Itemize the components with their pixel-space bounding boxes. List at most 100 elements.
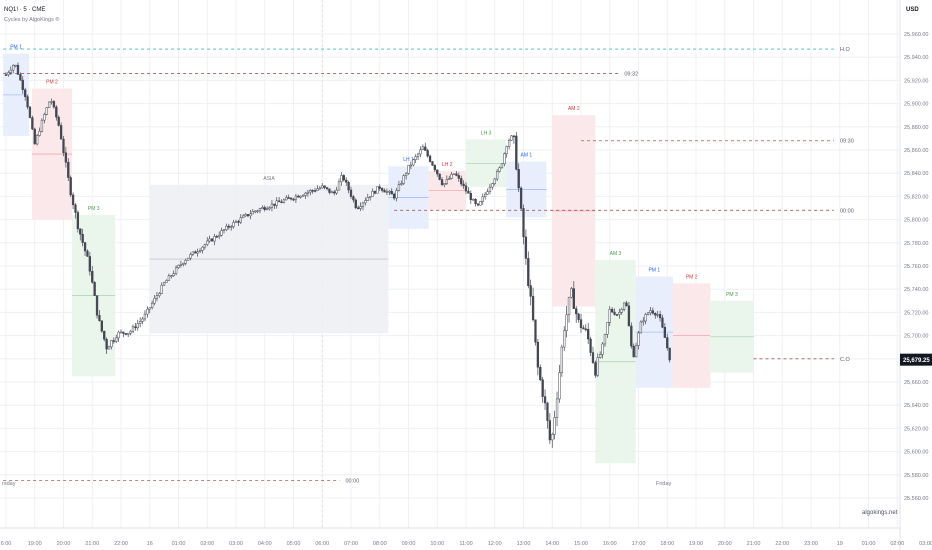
candle-body	[69, 177, 72, 196]
session-label: PM 3	[726, 292, 738, 298]
candle-body	[21, 79, 24, 90]
y-tick-label: 25,620.00	[904, 426, 928, 432]
candle-body	[668, 347, 671, 361]
candle-body	[246, 214, 250, 217]
x-tick-label: 18:00	[660, 541, 674, 547]
candle-body	[455, 173, 458, 176]
candle-body	[210, 238, 214, 242]
candle-body	[565, 314, 568, 331]
candle-body	[45, 107, 48, 115]
y-tick-label: 25,920.00	[904, 78, 928, 84]
session-label: PM 1	[10, 45, 22, 51]
candle-body	[414, 156, 417, 160]
session-box[interactable]	[466, 139, 507, 188]
day-label: Friday	[656, 481, 672, 487]
candle-body	[577, 313, 580, 320]
y-tick-label: 25,640.00	[904, 403, 928, 409]
candle-body	[189, 254, 192, 259]
session-label: PM 1	[648, 267, 660, 273]
y-tick-label: 25,860.00	[904, 148, 928, 154]
candle-body	[342, 175, 345, 181]
y-tick-label: 25,820.00	[904, 194, 928, 200]
candle-body	[19, 74, 22, 81]
x-tick-label: 07:00	[344, 541, 358, 547]
candle-body	[548, 420, 552, 441]
candle-body	[443, 183, 446, 185]
candle-body	[12, 65, 15, 71]
candle-body	[546, 402, 549, 421]
candle-body	[333, 191, 336, 194]
level-label: H.O	[840, 47, 851, 53]
session-label: AM 2	[568, 106, 580, 112]
session-box[interactable]	[506, 161, 547, 218]
x-tick-label: 21:00	[747, 541, 761, 547]
candle-body	[558, 372, 561, 400]
session-box[interactable]	[552, 115, 596, 307]
candle-body	[222, 229, 226, 231]
candle-body	[426, 150, 429, 157]
candle-body	[225, 225, 228, 230]
candle-body	[644, 314, 647, 322]
session-box[interactable]	[595, 260, 636, 464]
candle-body	[273, 203, 276, 206]
candle-body	[335, 189, 338, 194]
candle-body	[40, 119, 44, 132]
session-label: AM 3	[610, 251, 622, 257]
candle-body	[196, 251, 199, 254]
y-tick-label: 25,780.00	[904, 241, 928, 247]
y-tick-label: 25,560.00	[904, 496, 928, 502]
candle-body	[503, 153, 506, 165]
candle-body	[376, 186, 379, 194]
candle-body	[7, 72, 10, 75]
candle-body	[292, 198, 295, 201]
y-tick-label: 25,580.00	[904, 473, 928, 479]
candle-body	[198, 250, 202, 253]
candle-body	[579, 319, 583, 328]
x-tick-label: 04:00	[258, 541, 272, 547]
candle-body	[83, 242, 87, 252]
price-axis[interactable]	[900, 0, 932, 550]
candle-body	[539, 366, 542, 380]
candle-body	[400, 183, 403, 185]
session-box[interactable]	[673, 283, 711, 388]
x-tick-label: 15:00	[574, 541, 588, 547]
candle-body	[313, 190, 317, 192]
watermark: algokings.net	[862, 510, 898, 516]
candle-body	[472, 198, 475, 201]
x-tick-label: 11:00	[459, 541, 472, 547]
candle-body	[385, 191, 389, 193]
candle-body	[436, 169, 439, 175]
candle-body	[285, 197, 288, 201]
candle-body	[174, 267, 178, 274]
candle-body	[663, 326, 667, 338]
candle-body	[536, 341, 540, 368]
candle-body	[649, 310, 652, 314]
indicator-name[interactable]: Cycles by AlgoKings ®	[4, 16, 59, 23]
currency-label: USD	[906, 7, 919, 13]
level-label: 00:00	[346, 479, 360, 485]
candle-body	[625, 302, 628, 307]
candle-body	[642, 320, 645, 323]
candle-body	[479, 201, 482, 206]
session-box[interactable]	[710, 300, 754, 373]
candle-body	[570, 288, 573, 298]
session-label: LH 2	[442, 162, 453, 168]
candle-body	[16, 64, 20, 75]
x-tick-label: 08:00	[373, 541, 387, 547]
candle-body	[610, 308, 614, 313]
candle-body	[91, 271, 94, 283]
y-tick-label: 25,760.00	[904, 264, 928, 270]
session-box[interactable]	[149, 184, 389, 334]
candle-body	[378, 186, 381, 189]
candle-body	[651, 310, 655, 314]
candle-body	[347, 182, 350, 191]
candle-body	[294, 195, 298, 200]
candle-body	[563, 330, 566, 348]
symbol-title[interactable]: NQ1! · 5 · CME	[4, 7, 45, 13]
candle-body	[304, 192, 307, 196]
candle-body	[488, 186, 492, 192]
current-price-label: 25,679.25	[903, 358, 930, 364]
candle-body	[599, 354, 602, 358]
